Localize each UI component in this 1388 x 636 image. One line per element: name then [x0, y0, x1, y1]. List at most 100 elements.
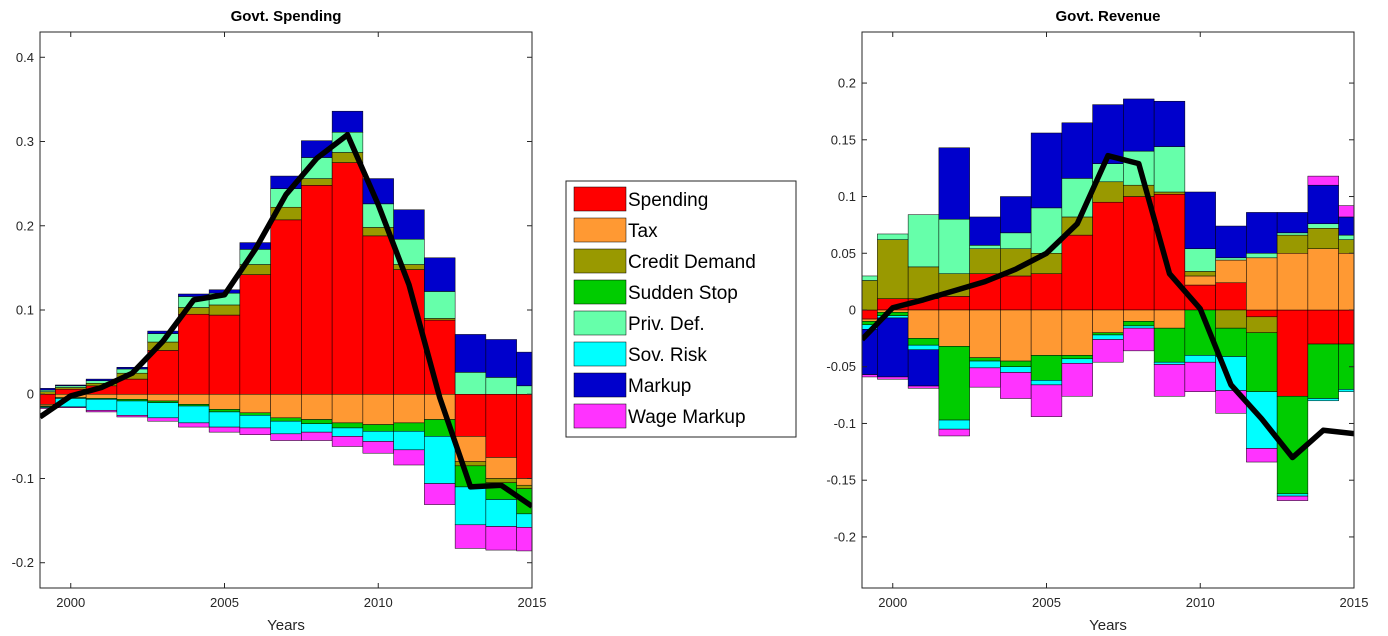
legend-swatch-credit-demand [573, 248, 627, 274]
spending-bar-markup-2011 [393, 209, 425, 240]
revenue-bar-spending-2015 [1338, 309, 1354, 345]
revenue-chart: -0.2 -0.15 -0.1 -0.05 0 0.05 0.1 0.15 0.2 2000 200… [826, 8, 1368, 634]
revenue-bar-markup-2001 [907, 349, 940, 387]
legend-swatch-priv-def [573, 310, 627, 336]
revenue-bar-wage-markup-2005 [1030, 384, 1063, 417]
spending-bar-markup-2002 [116, 367, 148, 370]
legend-label-sudden-stop: Sudden Stop [628, 283, 738, 304]
revenue-title: Govt. Revenue [1055, 8, 1160, 25]
revenue-bar-sudden-stop-2004 [1000, 360, 1032, 367]
revenue-bar-sudden-stop-2003 [969, 357, 1001, 362]
revenue-bar-markup-2004 [1000, 196, 1032, 234]
spending-bar-tax-2014 [485, 457, 517, 479]
revenue-bar-markup-2010 [1184, 191, 1216, 249]
revenue-bar-spending-2009 [1153, 194, 1186, 311]
spending-bar-spending-2013 [454, 393, 487, 437]
spending-ytick-label: 0.3 [16, 134, 34, 149]
spending-bar-wage-markup-2005 [208, 426, 241, 433]
spending-bar-sudden-stop-2009 [331, 422, 364, 429]
spending-bar-sudden-stop-2002 [116, 399, 148, 402]
spending-bar-wage-markup-2015 [516, 527, 532, 552]
revenue-bar-sov-risk-2009 [1153, 361, 1186, 365]
revenue-bar-tax-2006 [1061, 309, 1093, 356]
spending-bar-credit-demand-2005 [208, 304, 241, 316]
revenue-bar-wage-markup-2013 [1276, 495, 1309, 501]
revenue-bar-priv-def-2014 [1307, 223, 1339, 229]
revenue-bar-sov-risk-2003 [969, 360, 1001, 369]
revenue-bar-wage-markup-2002 [938, 428, 970, 437]
revenue-xtick-label: 2010 [1186, 595, 1215, 610]
revenue-bar-credit-demand-2012 [1246, 316, 1278, 333]
legend-label-spending: Spending [628, 190, 708, 211]
revenue-bar-spending-2007 [1092, 201, 1124, 311]
revenue-bar-sudden-stop-2005 [1030, 355, 1063, 381]
spending-bar-spending-2010 [362, 235, 394, 395]
revenue-bar-wage-markup-2001 [907, 385, 940, 389]
spending-bar-tax-2008 [301, 393, 333, 420]
spending-ytick-label: 0 [27, 387, 34, 402]
spending-bar-sudden-stop-2007 [270, 417, 302, 422]
revenue-bar-credit-demand-2011 [1215, 309, 1247, 329]
revenue-bar-sov-risk-2014 [1307, 398, 1339, 402]
spending-bar-sov-risk-2011 [393, 431, 425, 451]
spending-bar-sudden-stop-2005 [208, 409, 241, 413]
revenue-bar-tax-2015 [1338, 253, 1354, 311]
legend-label-markup: Markup [628, 376, 691, 397]
spending-bar-priv-def-2014 [485, 377, 517, 395]
spending-bar-sov-risk-2015 [516, 513, 532, 528]
spending-xlabel: Years [267, 617, 305, 634]
revenue-bar-credit-demand-2014 [1307, 228, 1339, 249]
revenue-bar-markup-2002 [938, 147, 970, 220]
spending-bar-credit-demand-2000 [55, 387, 87, 390]
revenue-xtick-label: 2000 [878, 595, 907, 610]
revenue-bar-credit-demand-2015 [1338, 239, 1354, 254]
spending-bar-wage-markup-2010 [362, 441, 394, 454]
revenue-bar-credit-demand-2000 [877, 239, 909, 299]
revenue-bar-markup-2008 [1123, 98, 1155, 152]
revenue-bar-credit-demand-2003 [969, 248, 1001, 274]
revenue-bar-wage-markup-2010 [1184, 361, 1216, 392]
spending-bar-spending-2005 [208, 314, 241, 395]
spending-bar-markup-2015 [516, 351, 532, 387]
spending-bar-wage-markup-2008 [301, 431, 333, 441]
revenue-bar-sudden-stop-2015 [1338, 343, 1354, 390]
spending-bar-sov-risk-2008 [301, 423, 333, 433]
revenue-ytick-label: -0.05 [826, 359, 856, 374]
spending-bar-sudden-stop-2004 [178, 404, 210, 407]
spending-bar-markup-2014 [485, 339, 517, 378]
spending-xtick-label: 2010 [364, 595, 393, 610]
spending-bar-tax-2010 [362, 393, 394, 425]
spending-title: Govt. Spending [231, 8, 342, 25]
revenue-bar-wage-markup-2003 [969, 367, 1001, 388]
spending-bar-markup-2009 [331, 110, 364, 133]
legend-swatch-sudden-stop [573, 279, 627, 305]
revenue-bar-tax-2008 [1123, 309, 1155, 322]
revenue-bar-sudden-stop-2009 [1153, 327, 1186, 363]
legend-swatch-sov-risk [573, 341, 627, 367]
revenue-bar-priv-def-2009 [1153, 146, 1186, 193]
revenue-bar-markup-2006 [1061, 122, 1093, 179]
spending-bar-tax-2009 [331, 393, 364, 424]
legend-label-sov-risk: Sov. Risk [628, 345, 707, 366]
spending-bar-spending-2009 [331, 162, 364, 395]
spending-bar-markup-2013 [454, 334, 487, 373]
revenue-ytick-label: 0.15 [831, 132, 856, 147]
revenue-bar-priv-def-2000 [877, 233, 909, 240]
revenue-bar-tax-2005 [1030, 309, 1063, 356]
legend-swatch-markup [573, 372, 627, 398]
spending-bar-tax-2005 [208, 393, 241, 410]
spending-bar-sudden-stop-2003 [147, 400, 179, 403]
spending-bar-sov-risk-2013 [454, 486, 487, 526]
revenue-bar-credit-demand-2010 [1184, 271, 1216, 277]
spending-bar-credit-demand-2014 [485, 478, 517, 483]
spending-bar-sov-risk-2014 [485, 499, 517, 527]
spending-bar-wage-markup-2004 [178, 422, 210, 428]
spending-xtick-label: 2000 [56, 595, 85, 610]
spending-bar-spending-2004 [178, 313, 210, 395]
revenue-bar-spending-2011 [1215, 282, 1247, 311]
legend-swatch-tax [573, 217, 627, 243]
revenue-bar-wage-markup-2015 [1338, 205, 1354, 218]
revenue-xtick-label: 2005 [1032, 595, 1061, 610]
spending-bar-markup-2003 [147, 330, 179, 334]
